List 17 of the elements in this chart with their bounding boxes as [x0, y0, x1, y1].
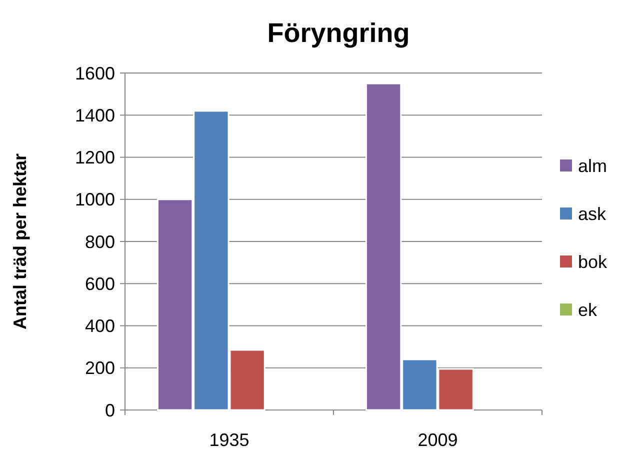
legend-label: alm	[578, 156, 608, 176]
legend-label: ek	[578, 300, 598, 320]
y-tick-label: 1400	[74, 105, 115, 126]
y-tick-label: 1200	[74, 148, 115, 168]
y-tick-label: 200	[84, 358, 115, 378]
y-tick-label: 400	[84, 316, 115, 336]
chart-title: Föryngring	[267, 18, 410, 48]
y-tick-label: 0	[104, 400, 115, 420]
x-tick-label: 2009	[418, 430, 458, 450]
legend-label: ask	[578, 204, 608, 224]
y-axis-title: Antal träd per hektar	[10, 153, 30, 330]
y-tick-label: 600	[84, 274, 115, 294]
x-tick-label: 1935	[209, 430, 250, 450]
y-tick-label: 800	[84, 232, 115, 252]
legend-label: bok	[578, 252, 608, 272]
y-tick-label: 1000	[74, 190, 115, 210]
y-tick-label: 1600	[74, 63, 115, 84]
